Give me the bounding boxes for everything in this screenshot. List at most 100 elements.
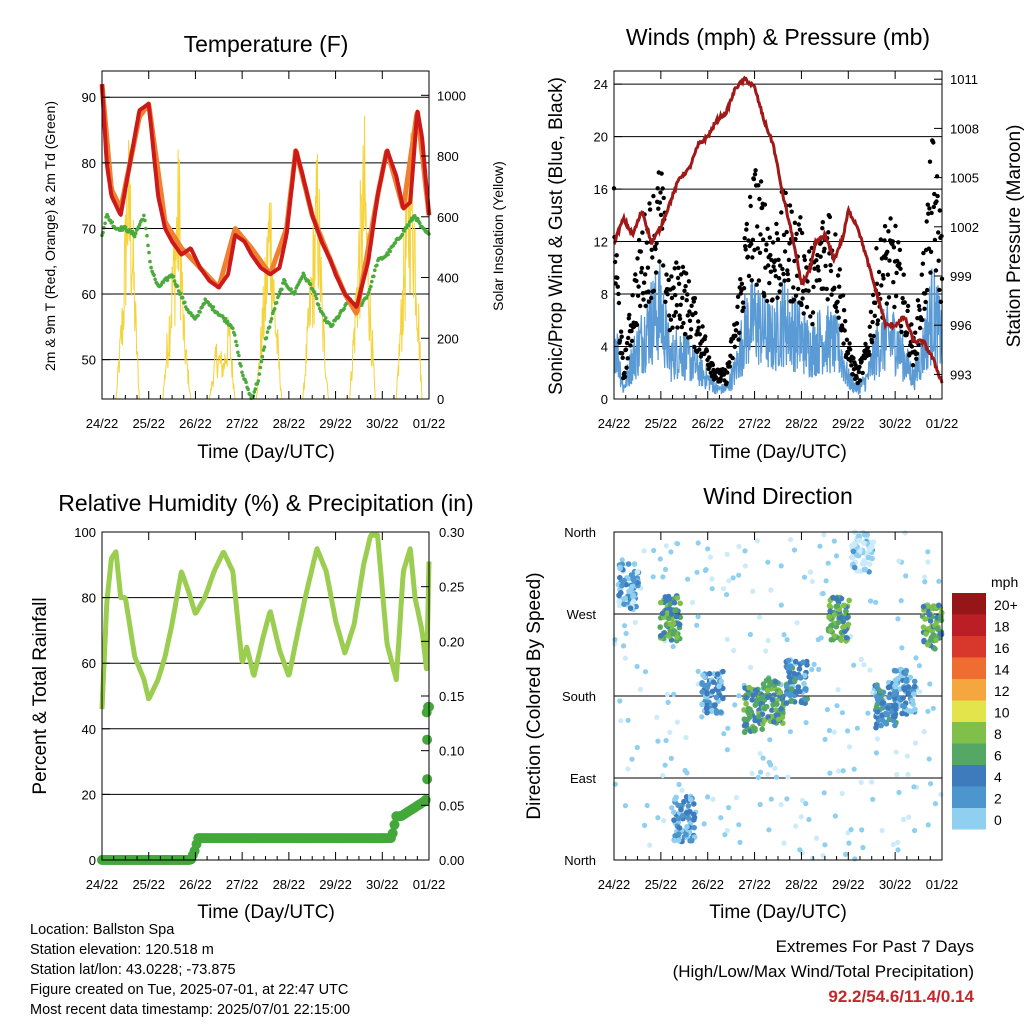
gust-point (891, 245, 897, 250)
gust-point (828, 268, 834, 274)
gust-point (914, 351, 920, 356)
dewpoint-point (331, 323, 335, 327)
direction-point (634, 663, 640, 670)
y-tick-label-left: 4 (601, 340, 608, 355)
gust-point (794, 231, 799, 236)
gust-point (936, 258, 941, 263)
direction-point (801, 672, 808, 679)
gust-point (765, 226, 770, 231)
direction-point (705, 546, 711, 552)
gust-point (718, 376, 723, 381)
gust-point (614, 253, 619, 258)
direction-point (618, 718, 624, 724)
gust-point (784, 229, 789, 235)
gust-point (826, 230, 831, 235)
gust-point (746, 238, 751, 243)
direction-point (676, 825, 683, 831)
direction-point (784, 637, 790, 643)
recent-text: Most recent data timestamp: 2025/07/01 2… (30, 1002, 351, 1018)
precip-point (389, 819, 400, 830)
gust-point (821, 286, 826, 291)
gust-point (774, 231, 780, 236)
direction-point (663, 543, 669, 549)
direction-point (626, 588, 632, 595)
direction-point (634, 744, 640, 751)
direction-point (736, 822, 742, 828)
dewpoint-point (144, 226, 148, 231)
y-tick-label-right: 0.10 (439, 744, 464, 759)
winds-ylabel-left: Sonic/Prop Wind & Gust (Blue, Black) (546, 77, 567, 395)
y-tick-label-left: North (564, 853, 596, 868)
direction-point (701, 821, 707, 827)
direction-point (650, 574, 656, 580)
dewpoint-point (274, 300, 279, 305)
direction-point (879, 827, 885, 834)
x-tick-label: 24/22 (86, 416, 119, 431)
direction-point (843, 851, 849, 858)
direction-point (721, 731, 727, 737)
gust-point (920, 317, 925, 323)
direction-point (667, 729, 673, 736)
precip-point (420, 794, 431, 805)
dewpoint-point (256, 379, 261, 383)
direction-point (784, 796, 790, 802)
direction-point (629, 756, 635, 762)
direction-point (778, 706, 784, 712)
direction-point (654, 714, 660, 720)
speed-legend: 20+ 18 16 14 12 10 8 6 4 2 0 (952, 593, 1018, 830)
gust-point (622, 374, 628, 379)
gust-point (792, 220, 798, 225)
dewpoint-point (171, 274, 176, 279)
gust-point (664, 272, 669, 277)
y-tick-label-right: 999 (950, 269, 972, 284)
gust-point (868, 309, 874, 315)
x-tick-label: 28/22 (273, 877, 306, 892)
gust-point (917, 325, 923, 331)
direction-point (878, 722, 884, 729)
gust-point (770, 297, 775, 302)
x-tick-label: 29/22 (319, 416, 352, 431)
dewpoint-point (386, 252, 390, 257)
direction-point (704, 690, 710, 697)
direction-point (835, 602, 841, 609)
gust-point (781, 271, 786, 277)
gust-point (799, 230, 805, 236)
gust-point (624, 340, 630, 346)
direction-point (655, 738, 661, 744)
dewpoint-point (313, 293, 318, 298)
gust-point (742, 236, 747, 241)
gust-point (678, 302, 683, 307)
dewpoint-point (289, 287, 293, 291)
gust-point (802, 254, 807, 259)
direction-point (685, 576, 691, 582)
gust-point (875, 321, 880, 327)
gust-point (641, 280, 647, 285)
direction-point (675, 541, 681, 547)
direction-point (699, 714, 705, 720)
gust-point (786, 257, 792, 263)
direction-point (787, 729, 794, 735)
direction-point (861, 662, 867, 668)
direction-point (858, 779, 864, 786)
direction-point (873, 724, 879, 731)
gust-point (828, 263, 833, 268)
humidity-ylabel: Percent & Total Rainfall (30, 597, 51, 794)
gust-point (851, 356, 856, 361)
gust-point (615, 284, 620, 289)
gust-point (640, 230, 645, 235)
precip-point (387, 828, 398, 839)
gust-point (732, 344, 737, 349)
gust-point (786, 277, 791, 283)
direction-point (838, 637, 844, 643)
gust-point (920, 261, 926, 266)
dewpoint-point (231, 326, 235, 331)
direction-point (642, 669, 649, 675)
legend-label: 4 (994, 769, 1002, 785)
gust-point (791, 297, 797, 302)
gust-point (935, 193, 940, 199)
direction-point (746, 684, 752, 691)
direction-point (743, 694, 749, 701)
gust-point (727, 364, 733, 369)
direction-point (722, 832, 728, 838)
gust-point (647, 207, 653, 212)
